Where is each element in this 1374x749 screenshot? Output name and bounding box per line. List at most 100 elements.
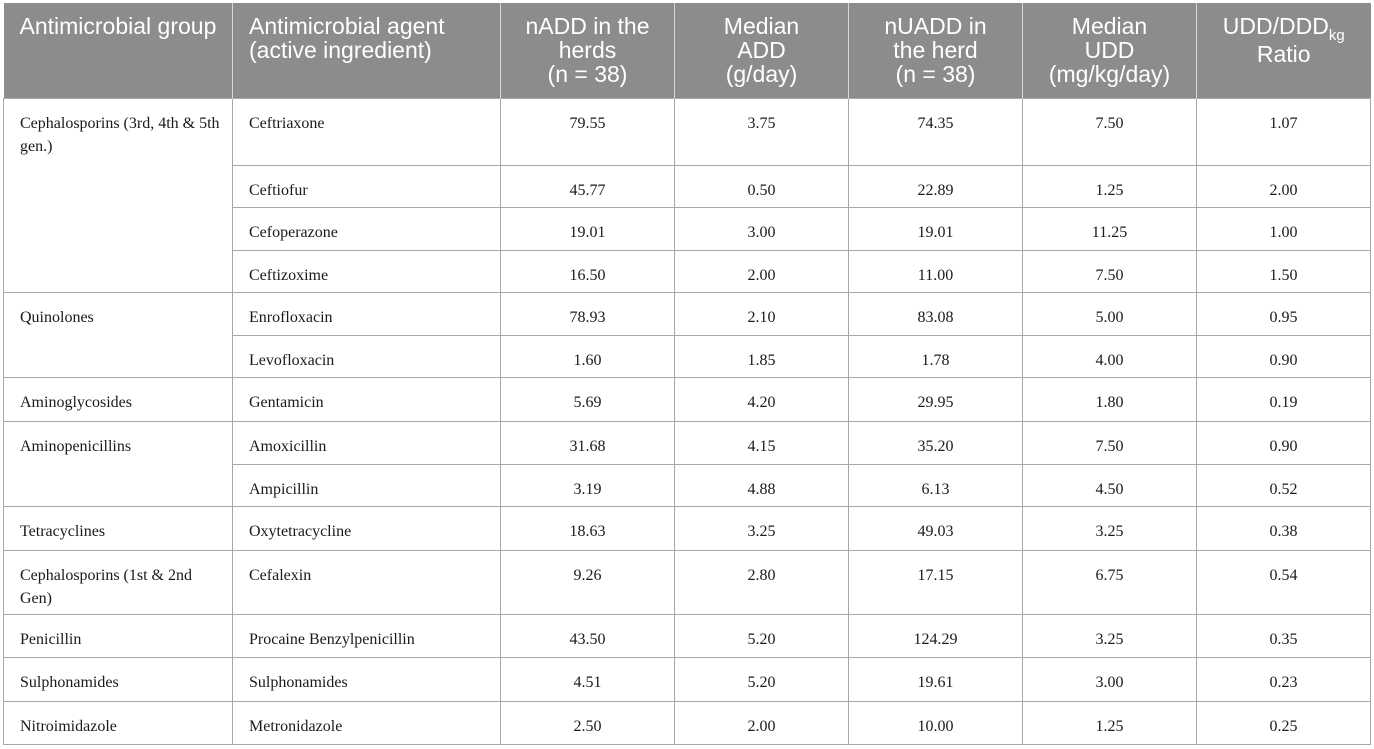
cell-median-add: 4.88	[674, 463, 849, 508]
cell-nadd: 5.69	[500, 377, 675, 422]
cell-antimicrobial-agent: Amoxicillin	[232, 420, 501, 465]
cell-nuadd: 83.08	[848, 291, 1023, 337]
table-header: Antimicrobial group Antimicrobial agent …	[3, 3, 1371, 98]
table-row: Nitroimidazole Metronidazole 2.50 2.00 10.00…	[3, 700, 1371, 746]
cell-median-udd: 7.50	[1022, 249, 1197, 293]
header-nuadd: nUADD in the herd (n = 38)	[848, 3, 1023, 98]
cell-antimicrobial-agent: Cefalexin	[232, 549, 501, 616]
table-row: Levofloxacin 1.60 1.85 1.78 4.00 0.90	[4, 335, 1371, 379]
cell-median-add: 3.00	[674, 207, 849, 251]
header-median-add: Median ADD (g/day)	[674, 3, 849, 98]
cell-median-udd: 7.50	[1022, 97, 1197, 166]
cell-nadd: 3.19	[500, 463, 675, 508]
cell-nadd: 78.93	[500, 291, 675, 337]
cell-nuadd: 6.13	[848, 463, 1023, 508]
table-row: Ceftiofur 45.77 0.50 22.89 1.25 2.00	[4, 164, 1371, 209]
cell-udd-ddd-ratio: 1.07	[1196, 97, 1371, 166]
cell-antimicrobial-agent: Cefoperazone	[232, 207, 501, 251]
cell-udd-ddd-ratio: 0.90	[1196, 335, 1371, 379]
cell-median-add: 2.00	[674, 700, 849, 746]
cell-nuadd: 11.00	[848, 249, 1023, 293]
cell-udd-ddd-ratio: 2.00	[1196, 164, 1371, 209]
cell-udd-ddd-ratio: 0.35	[1196, 613, 1371, 659]
table-row: Aminoglycosides Gentamicin 5.69 4.20 29.95 1.…	[3, 377, 1371, 422]
header-nuadd-line1: nUADD in	[884, 13, 987, 39]
header-nadd-n: (n = 38)	[547, 61, 628, 87]
cell-median-add: 4.15	[674, 420, 849, 465]
cell-median-udd: 3.25	[1022, 506, 1197, 551]
table-row: Ampicillin 3.19 4.88 6.13 4.50 0.52	[4, 463, 1371, 508]
cell-antimicrobial-agent: Enrofloxacin	[232, 291, 501, 337]
table-row: Cefoperazone 19.01 3.00 19.01 11.25 1.00	[4, 207, 1371, 251]
table-body: Cephalosporins (3rd, 4th & 5th gen.) Ceft…	[3, 97, 1371, 746]
table-row: Sulphonamides Sulphonamides 4.51 5.20 19.61 3…	[3, 657, 1371, 702]
cell-nuadd: 49.03	[848, 506, 1023, 551]
header-median-add-line2: ADD	[737, 37, 786, 63]
cell-median-add: 2.00	[674, 249, 849, 293]
header-nadd-line1: nADD in the	[525, 13, 650, 39]
table-row: Tetracyclines Oxytetracycline 18.63 3.25 49.…	[3, 506, 1371, 551]
cell-nuadd: 35.20	[848, 420, 1023, 465]
header-ratio-line2: Ratio	[1256, 41, 1311, 67]
cell-udd-ddd-ratio: 0.23	[1196, 657, 1371, 702]
cell-median-udd: 4.50	[1022, 463, 1197, 508]
header-median-udd-line1: Median	[1071, 13, 1148, 39]
cell-median-add: 2.10	[674, 291, 849, 337]
cell-udd-ddd-ratio: 0.25	[1196, 700, 1371, 746]
cell-nadd: 1.60	[500, 335, 675, 379]
cell-median-udd: 3.25	[1022, 613, 1197, 659]
antimicrobial-usage-table: Antimicrobial group Antimicrobial agent …	[3, 3, 1371, 746]
cell-median-add: 3.75	[674, 97, 849, 166]
cell-nadd: 16.50	[500, 249, 675, 293]
cell-median-udd: 3.00	[1022, 657, 1197, 702]
cell-udd-ddd-ratio: 0.54	[1196, 549, 1371, 616]
cell-udd-ddd-ratio: 0.52	[1196, 463, 1371, 508]
cell-median-add: 5.20	[674, 657, 849, 702]
cell-antimicrobial-group: Cephalosporins (3rd, 4th & 5th gen.)	[3, 97, 233, 293]
cell-nuadd: 124.29	[848, 613, 1023, 659]
cell-antimicrobial-agent: Oxytetracycline	[232, 506, 501, 551]
cell-median-udd: 4.00	[1022, 335, 1197, 379]
cell-nuadd: 22.89	[848, 164, 1023, 209]
cell-nuadd: 29.95	[848, 377, 1023, 422]
cell-antimicrobial-group: Cephalosporins (1st & 2nd Gen)	[3, 549, 233, 616]
cell-median-add: 4.20	[674, 377, 849, 422]
table-row: Cephalosporins (1st & 2nd Gen) Cefalexin 9…	[3, 549, 1371, 616]
cell-udd-ddd-ratio: 0.90	[1196, 420, 1371, 465]
cell-median-udd: 1.80	[1022, 377, 1197, 422]
cell-median-add: 5.20	[674, 613, 849, 659]
cell-antimicrobial-agent: Ceftizoxime	[232, 249, 501, 293]
cell-nadd: 18.63	[500, 506, 675, 551]
header-antimicrobial-group: Antimicrobial group	[3, 3, 233, 98]
header-median-udd: Median UDD (mg/kg/day)	[1022, 3, 1197, 98]
cell-nadd: 45.77	[500, 164, 675, 209]
header-udd-ddd-ratio: UDD/DDDkg Ratio	[1196, 3, 1371, 98]
cell-udd-ddd-ratio: 0.95	[1196, 291, 1371, 337]
cell-nuadd: 19.61	[848, 657, 1023, 702]
cell-antimicrobial-group: Tetracyclines	[3, 506, 233, 551]
cell-nadd: 2.50	[500, 700, 675, 746]
header-ratio-main: UDD/DDD	[1222, 13, 1329, 39]
header-median-udd-line2: UDD	[1084, 37, 1135, 63]
table-row: Cephalosporins (3rd, 4th & 5th gen.) Ceft…	[3, 97, 1371, 293]
cell-nuadd: 17.15	[848, 549, 1023, 616]
cell-antimicrobial-agent: Ceftriaxone	[232, 97, 501, 166]
table-row: Aminopenicillins Amoxicillin 31.68 4.15 35.2…	[3, 420, 1371, 508]
cell-median-udd: 7.50	[1022, 420, 1197, 465]
cell-median-add: 3.25	[674, 506, 849, 551]
cell-nadd: 43.50	[500, 613, 675, 659]
cell-nuadd: 19.01	[848, 207, 1023, 251]
cell-udd-ddd-ratio: 1.00	[1196, 207, 1371, 251]
header-nadd-line2: herds	[558, 37, 617, 63]
cell-nuadd: 1.78	[848, 335, 1023, 379]
cell-antimicrobial-group: Aminoglycosides	[3, 377, 233, 422]
cell-antimicrobial-group: Penicillin	[3, 613, 233, 659]
cell-nuadd: 74.35	[848, 97, 1023, 166]
cell-median-udd: 1.25	[1022, 164, 1197, 209]
header-ratio-subscript: kg	[1328, 27, 1345, 44]
cell-antimicrobial-agent: Procaine Benzylpenicillin	[232, 613, 501, 659]
cell-antimicrobial-agent: Gentamicin	[232, 377, 501, 422]
header-row: Antimicrobial group Antimicrobial agent …	[3, 3, 1371, 98]
cell-antimicrobial-agent: Levofloxacin	[232, 335, 501, 379]
cell-antimicrobial-group: Nitroimidazole	[3, 700, 233, 746]
